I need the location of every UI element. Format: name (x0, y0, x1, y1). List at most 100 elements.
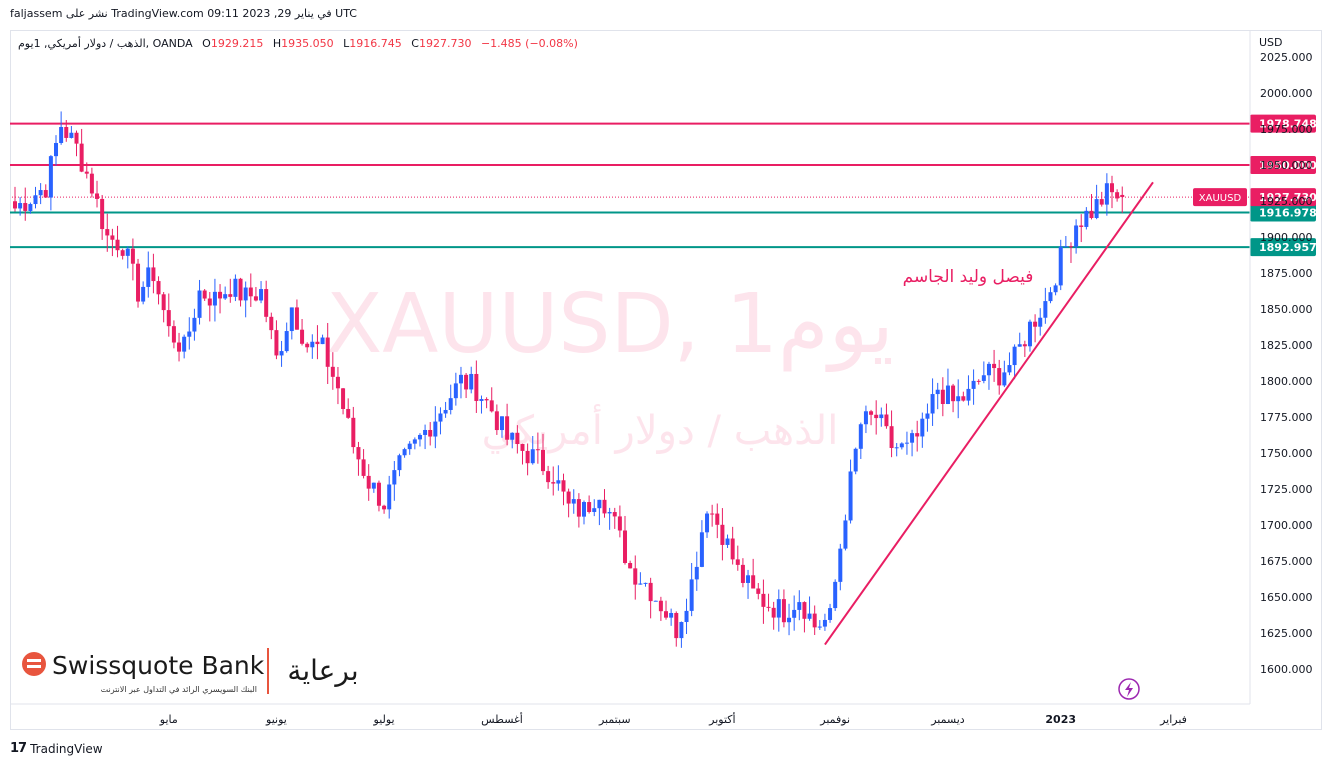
sponsor-logo: Swissquote Bank البنك السويسري الرائد في… (22, 648, 359, 694)
candle-body (23, 203, 28, 211)
candle-body (279, 351, 284, 356)
candle-body (428, 429, 433, 437)
candle-body (74, 132, 79, 144)
candle-body (761, 593, 766, 607)
candle-body (417, 434, 422, 440)
price-tick-label: 1875.000 (1260, 267, 1313, 280)
candle-body (945, 385, 950, 405)
candle-body (38, 190, 43, 196)
candle-body (930, 394, 935, 414)
level-price-label: 1916.978 (1259, 207, 1317, 220)
candle-body (1084, 210, 1089, 227)
candle-body (212, 291, 217, 306)
candle-body (95, 193, 100, 199)
candle-body (956, 396, 961, 402)
watermark: XAUUSD, 1يوم الذهب / دولار أمريكي (326, 277, 894, 454)
candle-body (356, 447, 361, 460)
published-line: faljassem نشر على TradingView.com في ينا… (10, 7, 357, 20)
candle-body (187, 331, 192, 337)
candle-body (284, 331, 289, 352)
candle-body (146, 267, 151, 287)
candle-body (894, 447, 899, 449)
level-price-label: 1950.000 (1259, 159, 1317, 172)
candle-body (402, 449, 407, 456)
candle-body (915, 433, 920, 437)
candle-body (705, 513, 710, 533)
candle-body (69, 132, 74, 138)
candle-body (233, 278, 238, 297)
tradingview-footer[interactable]: 17 TradingView (10, 741, 103, 756)
candle-body (294, 307, 299, 330)
candle-body (899, 443, 904, 448)
time-tick-label: يوليو (373, 713, 395, 726)
candle-body (679, 622, 684, 639)
time-axis[interactable]: مايو يونيو يوليو أغسطس سبتمبر أكتوبر نوفمبر ديس… (10, 703, 1250, 726)
candle-body (443, 409, 448, 414)
candle-body (643, 582, 648, 584)
candle-body (361, 459, 366, 476)
candle-body (623, 530, 628, 563)
candle-body (115, 239, 120, 251)
candle-body (766, 606, 771, 608)
candle-body (397, 455, 402, 471)
candle-body (607, 512, 612, 514)
candle-body (64, 126, 69, 138)
candle-body (981, 375, 986, 381)
candle-body (710, 513, 715, 515)
legend-low-label: L (343, 37, 350, 50)
symbol-tag (1193, 188, 1247, 207)
symbol-tag-label: XAUUSD (1199, 193, 1242, 204)
candle-body (812, 613, 817, 628)
candle-body (869, 411, 874, 415)
candle-body (13, 201, 17, 209)
candle-body (228, 294, 233, 297)
candle-body (961, 396, 966, 401)
level-price-tag (1250, 238, 1316, 257)
candle-body (515, 432, 520, 445)
candle-body (833, 581, 838, 609)
trendline[interactable] (824, 181, 1154, 646)
candle-body (863, 411, 868, 425)
candle-body (505, 416, 510, 440)
candle-body (238, 278, 243, 301)
candle-body (1043, 301, 1048, 318)
candle-body (992, 363, 997, 369)
candle-body (720, 524, 725, 545)
candle-body (453, 383, 458, 399)
candle-body (305, 343, 310, 348)
candle-body (587, 502, 592, 512)
legend-close-label: C (411, 37, 419, 50)
candle-body (489, 400, 494, 412)
candle-body (904, 442, 909, 444)
candle-body (561, 480, 566, 492)
candle-body (207, 298, 212, 306)
candle-body (130, 248, 135, 264)
time-tick-label: مايو (159, 713, 178, 726)
candle-body (617, 516, 622, 531)
candle-body (125, 248, 130, 256)
brand-name: Swissquote Bank (52, 651, 265, 680)
chart-legend: الذهب / دولار أمريكي, 1يوم, OANDA O1929.… (18, 37, 578, 50)
candle-body (1022, 344, 1027, 347)
candle-body (551, 482, 556, 484)
time-tick-label: نوفمبر (819, 713, 850, 726)
chart-frame (10, 30, 1322, 730)
price-axis[interactable]: USD 1600.000 1625.000 1650.000 1675.000 1700… (1249, 30, 1313, 704)
candle-body (776, 599, 781, 618)
legend-high: 1935.050 (281, 37, 334, 50)
candles (13, 111, 1125, 648)
candle-body (582, 502, 586, 517)
brand-tagline: البنك السويسري الرائد في التداول عبر الا… (101, 685, 257, 694)
level-price-tag (1250, 156, 1316, 174)
candle-body (474, 373, 479, 401)
candle-body (448, 398, 453, 410)
candle-body (510, 432, 515, 440)
candle-body (530, 449, 535, 464)
candle-body (469, 373, 474, 390)
candle-body (59, 126, 64, 144)
candle-body (325, 337, 330, 367)
candle-body (151, 267, 156, 282)
lightning-icon[interactable] (1118, 678, 1140, 700)
candle-body (540, 449, 545, 472)
